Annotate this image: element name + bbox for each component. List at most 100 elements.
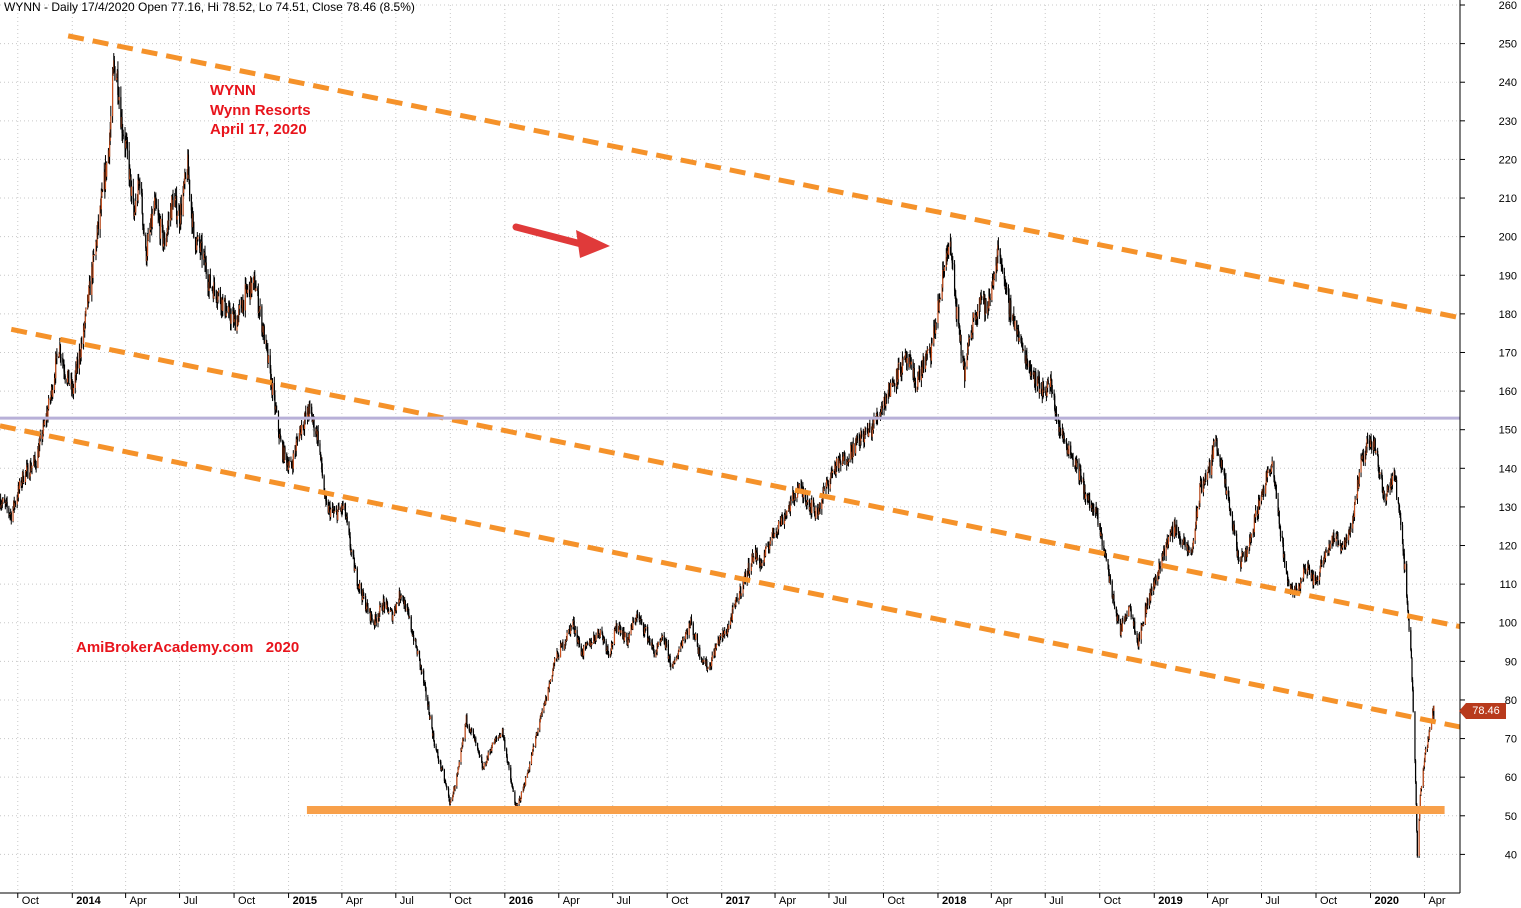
- candle-body: [225, 311, 227, 317]
- candle-body: [332, 507, 334, 512]
- candle-body: [153, 208, 155, 214]
- candle-body: [609, 653, 611, 657]
- candle-body: [458, 762, 460, 767]
- candle-body: [850, 445, 853, 447]
- candle-body: [1096, 507, 1098, 513]
- candle-body: [722, 631, 725, 636]
- candle-body: [356, 568, 358, 586]
- candle-body: [607, 651, 610, 657]
- candle-body: [135, 200, 137, 213]
- candle-body: [925, 352, 927, 360]
- candle-body: [1366, 438, 1368, 447]
- candle-body: [1399, 510, 1401, 518]
- candle-body: [792, 492, 794, 501]
- candle-body: [945, 257, 947, 268]
- candle-body: [468, 725, 470, 731]
- candle-body: [319, 451, 322, 458]
- candle-body: [489, 751, 491, 753]
- candle-body: [1385, 494, 1388, 501]
- candle-body: [24, 471, 27, 483]
- candle-body: [290, 461, 293, 466]
- candle-body: [1013, 314, 1015, 327]
- candle-body: [972, 317, 974, 333]
- candle-body: [948, 246, 950, 255]
- candle-body: [1404, 563, 1406, 570]
- y-tick-label: 230: [1499, 116, 1517, 128]
- candle-body: [204, 252, 206, 266]
- candle-body: [537, 729, 539, 733]
- candle-body: [1377, 450, 1379, 456]
- candle-body: [901, 358, 904, 373]
- candle-body: [1145, 607, 1148, 614]
- candle-body: [843, 453, 845, 456]
- candle-body: [17, 497, 19, 499]
- candle-body: [825, 486, 827, 489]
- candle-body: [224, 298, 226, 316]
- candle-body: [724, 630, 726, 635]
- candle-body: [1071, 456, 1073, 458]
- candle-body: [29, 476, 31, 479]
- x-tick-label: Apr: [346, 895, 363, 907]
- candle-body: [147, 234, 149, 241]
- candle-body: [259, 306, 261, 310]
- candle-body: [1010, 300, 1012, 321]
- candle-body: [920, 367, 922, 381]
- candle-body: [696, 633, 699, 647]
- candle-body: [529, 764, 531, 770]
- candle-body: [1308, 567, 1311, 575]
- candle-body: [892, 382, 894, 386]
- candle-body: [966, 355, 968, 367]
- candle-body: [636, 614, 639, 615]
- chart-grid: [0, 4, 1460, 893]
- candle-body: [450, 799, 452, 802]
- candle-body: [776, 532, 779, 534]
- candle-body: [1016, 328, 1018, 335]
- candle-body: [475, 739, 477, 744]
- candle-body: [699, 647, 701, 659]
- candle-body: [1138, 634, 1140, 647]
- candle-body: [565, 639, 568, 642]
- candle-body: [576, 630, 578, 643]
- ticker-label: WYNN: [210, 82, 256, 99]
- candle-body: [1282, 543, 1285, 558]
- candle-body: [1030, 371, 1033, 375]
- candle-body: [50, 394, 52, 400]
- candle-body: [1424, 753, 1426, 761]
- candle-body: [852, 456, 854, 458]
- candle-body: [1313, 574, 1315, 585]
- candle-body: [47, 409, 49, 418]
- candle-body: [1238, 559, 1240, 562]
- candle-body: [727, 627, 729, 634]
- candle-body: [594, 637, 596, 641]
- candle-body: [485, 763, 488, 765]
- candle-body: [257, 288, 259, 292]
- candle-body: [893, 382, 895, 384]
- candle-body: [514, 791, 516, 804]
- candle-body: [1320, 560, 1322, 565]
- candle-body: [827, 480, 829, 484]
- candle-body: [447, 788, 450, 796]
- candle-body: [1400, 517, 1402, 525]
- candle-body: [693, 635, 696, 638]
- candle-body: [1138, 634, 1141, 640]
- candle-body: [669, 656, 671, 665]
- candle-body: [312, 421, 314, 423]
- candle-body: [1126, 614, 1128, 617]
- candle-body: [661, 636, 663, 641]
- candle-body: [935, 322, 937, 324]
- candle-body: [180, 203, 182, 215]
- candle-body: [0, 505, 2, 508]
- candle-body: [898, 362, 900, 364]
- candle-body: [1337, 534, 1339, 546]
- candle-body: [435, 746, 437, 750]
- candle-body: [919, 369, 921, 381]
- candle-body: [607, 646, 609, 652]
- candle-body: [1265, 472, 1267, 485]
- candle-body: [1381, 477, 1383, 493]
- candle-body: [933, 326, 936, 334]
- candle-body: [783, 516, 786, 525]
- candle-body: [555, 658, 557, 660]
- candle-body: [30, 468, 33, 472]
- candle-body: [1137, 639, 1139, 644]
- candle-body: [1036, 378, 1039, 387]
